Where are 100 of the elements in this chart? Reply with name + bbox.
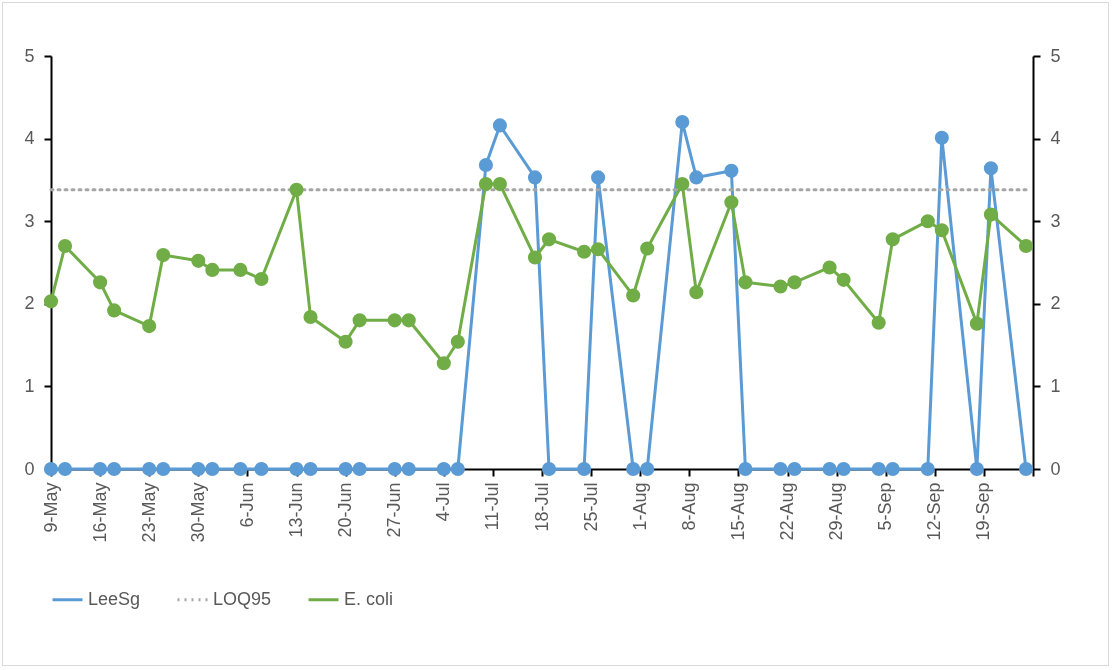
point <box>640 461 655 477</box>
point <box>969 461 984 477</box>
x-tick-label: 5-Sep <box>875 482 896 531</box>
x-tick-label: 30-May <box>187 482 208 543</box>
x-tick-label: 11-Jul <box>482 482 503 531</box>
x-tick-label: 6-Jun <box>236 482 257 528</box>
x-tick-label: 1-Aug <box>629 482 650 531</box>
point <box>822 461 837 477</box>
point <box>156 248 171 263</box>
legend-label: E. coli <box>344 588 394 609</box>
y-tick-label: 0 <box>24 458 35 479</box>
x-tick-label: 19-Sep <box>973 482 994 541</box>
point <box>478 157 493 173</box>
point <box>675 176 690 192</box>
y-tick-label: 5 <box>24 45 35 66</box>
point <box>885 461 900 477</box>
point <box>836 272 851 287</box>
point <box>787 461 802 477</box>
point <box>436 356 451 371</box>
y-tick-label: 4 <box>24 128 35 149</box>
y2-tick-label: 3 <box>1050 210 1061 231</box>
point <box>93 461 108 477</box>
point <box>191 461 206 477</box>
point <box>773 461 788 477</box>
point <box>93 275 108 290</box>
point <box>577 244 592 259</box>
y2-tick-label: 0 <box>1050 458 1061 479</box>
x-tick-label: 18-Jul <box>531 482 552 532</box>
point <box>626 461 641 477</box>
point <box>303 309 318 325</box>
point <box>450 334 465 349</box>
point <box>787 275 802 290</box>
point <box>43 294 59 309</box>
point <box>492 176 507 192</box>
point <box>675 115 690 130</box>
point <box>738 275 753 290</box>
point <box>289 182 304 197</box>
point <box>436 461 451 477</box>
point <box>934 223 949 238</box>
point <box>338 334 353 349</box>
point <box>591 242 606 257</box>
point <box>969 316 984 331</box>
point <box>626 288 641 303</box>
x-tick-label: 8-Aug <box>678 482 699 531</box>
point <box>401 313 416 328</box>
point <box>983 207 998 222</box>
point <box>577 461 592 477</box>
point <box>57 461 73 477</box>
y-tick-label: 1 <box>24 375 35 396</box>
point <box>541 461 557 477</box>
point <box>57 238 73 254</box>
x-tick-label: 25-Jul <box>580 482 601 532</box>
x-tick-label: 29-Aug <box>826 482 847 541</box>
x-tick-label: 4-Jul <box>433 482 454 522</box>
point <box>142 319 157 334</box>
point <box>191 253 206 268</box>
point <box>640 241 655 256</box>
point <box>689 285 704 300</box>
x-tick-label: 9-May <box>40 482 61 533</box>
point <box>352 313 367 328</box>
point <box>492 118 507 133</box>
point <box>478 176 493 192</box>
point <box>541 232 557 247</box>
point <box>338 461 353 477</box>
point <box>920 214 935 229</box>
y-tick-label: 2 <box>24 293 35 314</box>
x-tick-label: 22-Aug <box>777 482 797 541</box>
point <box>233 262 248 277</box>
point <box>689 170 704 185</box>
point <box>1018 238 1034 254</box>
y-tick-label: 3 <box>24 210 35 231</box>
point <box>836 461 851 477</box>
point <box>254 461 269 477</box>
point <box>934 130 949 145</box>
point <box>527 250 543 265</box>
x-tick-label: 27-Jun <box>384 482 405 538</box>
y2-tick-label: 2 <box>1050 293 1061 314</box>
point <box>233 461 248 477</box>
point <box>303 461 318 477</box>
point <box>591 170 606 185</box>
x-tick-label: 20-Jun <box>335 482 356 538</box>
point <box>871 461 886 477</box>
point <box>920 461 935 477</box>
point <box>1018 461 1034 477</box>
point <box>205 461 220 477</box>
legend-label: LeeSg <box>88 588 141 609</box>
point <box>983 161 998 176</box>
point <box>352 461 367 477</box>
point <box>822 260 837 275</box>
point <box>107 461 122 477</box>
point <box>289 461 304 477</box>
point <box>738 461 753 477</box>
point <box>773 279 788 294</box>
x-tick-label: 23-May <box>138 482 159 543</box>
x-tick-label: 12-Sep <box>924 482 945 541</box>
point <box>387 461 402 477</box>
point <box>885 232 900 247</box>
point <box>387 313 402 328</box>
point <box>724 163 739 178</box>
point <box>205 262 220 277</box>
